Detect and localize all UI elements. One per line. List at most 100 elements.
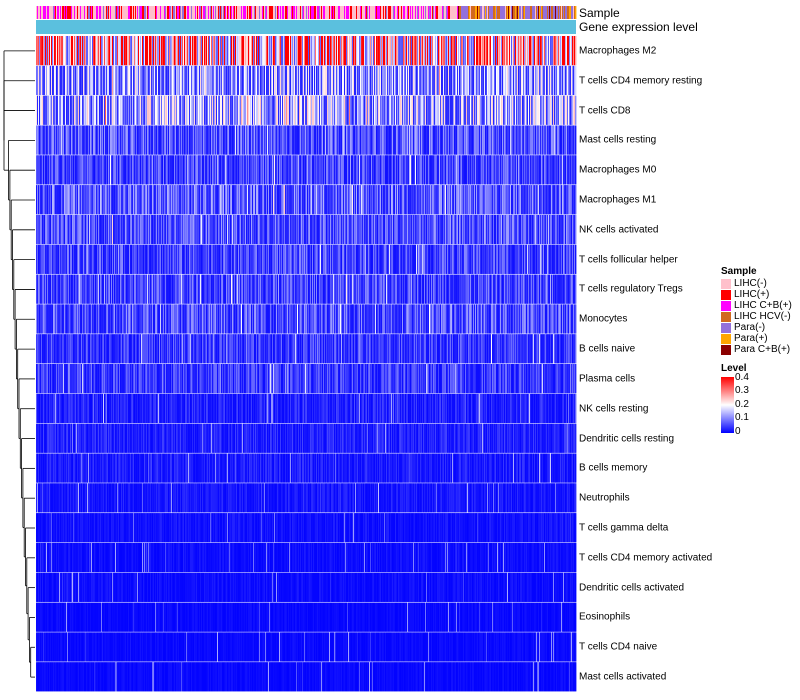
heatmap-cell: [525, 214, 527, 245]
sample-annotation-cell: [251, 6, 253, 19]
heatmap-cell: [308, 185, 310, 215]
heatmap-cell: [151, 125, 153, 155]
heatmap-cell: [193, 65, 195, 96]
heatmap-cell: [187, 65, 189, 96]
heatmap-cell: [59, 65, 61, 96]
heatmap-cell: [303, 36, 305, 66]
heatmap-cell: [409, 155, 411, 185]
heatmap-cell: [144, 65, 146, 96]
heatmap-cell: [487, 244, 489, 274]
heatmap-cell: [322, 214, 324, 245]
heatmap-cell: [337, 244, 339, 274]
heatmap-cell: [318, 244, 320, 274]
heatmap-cell: [410, 244, 412, 274]
heatmap-cell: [178, 65, 180, 96]
heatmap-cell: [115, 155, 117, 185]
heatmap-cell: [283, 36, 285, 66]
heatmap-cell: [374, 125, 376, 155]
sample-annotation-cell: [452, 6, 454, 19]
heatmap-cell: [133, 244, 135, 274]
heatmap-cell: [67, 244, 69, 274]
heatmap-cell: [202, 155, 204, 185]
heatmap-cell: [541, 214, 543, 245]
heatmap-cell: [148, 244, 150, 274]
heatmap-cell: [152, 185, 154, 215]
heatmap-cell: [320, 125, 322, 155]
heatmap-cell: [354, 185, 356, 215]
heatmap-cell: [113, 185, 115, 215]
heatmap-cell: [196, 36, 198, 66]
heatmap-cell: [128, 185, 130, 215]
sample-annotation-cell: [326, 6, 328, 19]
heatmap-cell: [391, 95, 393, 125]
sample-annotation-cell: [491, 6, 493, 19]
heatmap-cell: [59, 185, 61, 215]
heatmap-cell: [550, 244, 552, 274]
heatmap-cell: [557, 65, 559, 96]
heatmap-cell: [424, 244, 426, 274]
heatmap-cell: [444, 36, 446, 66]
heatmap-cell: [136, 214, 138, 245]
heatmap-cell: [136, 155, 138, 185]
heatmap-cell: [233, 214, 235, 245]
heatmap-cell: [371, 65, 373, 96]
heatmap-cell: [323, 214, 325, 245]
heatmap-cell: [562, 244, 564, 274]
heatmap-cell: [248, 155, 250, 185]
heatmap-cell: [419, 155, 421, 185]
heatmap-cell: [484, 185, 486, 215]
sample-annotation-cell: [367, 6, 369, 19]
heatmap-cell: [405, 244, 407, 274]
heatmap-cell: [217, 125, 219, 155]
heatmap-cell: [312, 155, 314, 185]
heatmap-cell: [256, 36, 258, 66]
heatmap-cell: [388, 214, 390, 245]
heatmap-cell: [532, 95, 534, 125]
heatmap-cell: [556, 95, 558, 125]
heatmap-cell: [412, 155, 414, 185]
heatmap-cell: [376, 244, 378, 274]
heatmap-cell: [335, 95, 337, 125]
heatmap-cell: [565, 244, 567, 274]
heatmap-cell: [152, 155, 154, 185]
heatmap-cell: [405, 65, 407, 96]
heatmap-cell: [298, 65, 300, 96]
sample-annotation-cell: [186, 6, 188, 19]
heatmap-cell: [192, 244, 194, 274]
heatmap-cell: [563, 155, 565, 185]
heatmap-cell: [529, 214, 531, 245]
sample-annotation-cell: [57, 6, 59, 19]
heatmap-cell: [259, 36, 261, 66]
heatmap-cell: [255, 95, 257, 125]
sample-annotation-cell: [453, 6, 455, 19]
heatmap-cell: [132, 65, 134, 96]
heatmap-cell: [315, 155, 317, 185]
heatmap-cell: [535, 185, 537, 215]
heatmap-cell: [303, 125, 305, 155]
heatmap-cell: [385, 36, 387, 66]
heatmap-cell: [224, 185, 226, 215]
heatmap-cell: [222, 65, 224, 96]
heatmap-cell: [201, 65, 203, 96]
sample-annotation-cell: [309, 6, 311, 19]
heatmap-cell: [40, 214, 42, 245]
heatmap-cell: [114, 155, 116, 185]
heatmap-cell: [400, 125, 402, 155]
heatmap-cell: [536, 125, 538, 155]
heatmap-cell: [399, 36, 401, 66]
heatmap-cell: [539, 95, 541, 125]
heatmap-cell: [249, 95, 251, 125]
heatmap-cell: [419, 185, 421, 215]
heatmap-cell: [474, 155, 476, 185]
sample-annotation-cell: [53, 6, 55, 19]
heatmap-cell: [95, 125, 97, 155]
heatmap-cell: [460, 214, 462, 245]
heatmap-cell: [370, 185, 372, 215]
heatmap-cell: [546, 244, 548, 274]
heatmap-cell: [49, 244, 51, 274]
heatmap-cell: [401, 185, 403, 215]
sample-annotation-cell: [454, 6, 456, 19]
heatmap-cell: [162, 244, 164, 274]
heatmap-cell: [463, 214, 465, 245]
heatmap-cell: [195, 155, 197, 185]
